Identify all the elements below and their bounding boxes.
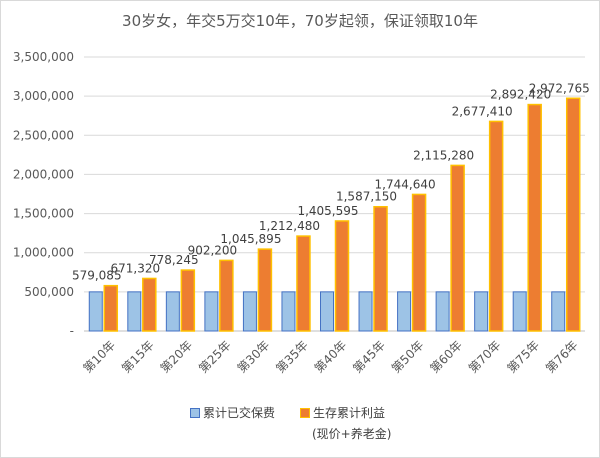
data-label-benefit: 1,587,150: [336, 190, 397, 204]
data-label-benefit: 2,972,765: [529, 81, 590, 95]
bar-paid: [127, 291, 142, 332]
bar-benefit: [373, 205, 388, 332]
bar-benefit: [103, 284, 119, 332]
y-tick-label: 1,000,000: [13, 246, 74, 260]
y-tick-label: 2,000,000: [13, 167, 74, 181]
bars: [88, 97, 581, 332]
bar-benefit: [334, 220, 350, 332]
x-tick-label: 第30年: [235, 338, 273, 376]
x-tick-label: 第70年: [466, 338, 504, 376]
legend-label-benefit: 生存累计利益: [313, 406, 386, 420]
bar-paid: [88, 291, 103, 332]
data-labels: 579,085671,320778,245902,2001,045,8951,2…: [72, 81, 590, 282]
data-label-benefit: 902,200: [188, 243, 238, 257]
y-tick-label: 500,000: [24, 285, 74, 299]
x-tick-label: 第60年: [427, 338, 465, 376]
data-label-benefit: 671,320: [110, 261, 160, 275]
legend-swatch-paid: [190, 408, 200, 418]
bar-benefit: [219, 259, 234, 332]
bar-paid: [435, 291, 450, 332]
data-label-benefit: 1,045,895: [220, 232, 281, 246]
y-tick-label: 3,500,000: [13, 50, 74, 64]
x-tick-label: 第35年: [273, 338, 311, 376]
x-tick-label: 第76年: [543, 338, 581, 376]
bar-paid: [551, 291, 566, 332]
bar-paid: [397, 291, 412, 332]
data-label-benefit: 2,892,420: [490, 88, 551, 102]
data-label-benefit: 1,212,480: [259, 219, 320, 233]
legend-note-benefit: (现价+养老金): [312, 427, 392, 441]
bar-benefit: [527, 103, 542, 332]
x-tick-label: 第50年: [389, 338, 427, 376]
bar-benefit: [180, 269, 196, 332]
y-tick-label: 3,000,000: [13, 89, 74, 103]
x-tick-label: 第25年: [196, 338, 234, 376]
bar-paid: [358, 291, 373, 332]
x-tick-label: 第75年: [504, 338, 542, 376]
bar-paid: [281, 291, 296, 332]
y-tick-label: 1,500,000: [13, 207, 74, 221]
bar-paid: [474, 291, 489, 332]
data-label-benefit: 1,744,640: [375, 177, 436, 191]
data-label-benefit: 2,115,280: [413, 148, 474, 162]
legend-swatch-benefit: [300, 408, 310, 418]
bar-paid: [165, 291, 180, 332]
y-axis-ticks: - 500,000 1,000,000 1,500,000 2,000,000 2,500…: [13, 50, 74, 338]
x-axis-ticks: 第10年 第15年 第20年 第25年 第30年 第35年 第40年 第45年 第50年 第60年…: [81, 338, 581, 376]
x-tick-label: 第40年: [312, 338, 350, 376]
bar-paid: [512, 291, 527, 332]
bar-paid: [320, 291, 334, 332]
chart-title: 30岁女，年交5万交10年，70岁起领，保证领取10年: [122, 12, 478, 30]
bar-benefit: [257, 248, 273, 332]
bar-paid: [204, 291, 219, 332]
legend-label-paid: 累计已交保费: [203, 406, 276, 420]
data-label-benefit: 778,245: [149, 253, 199, 267]
bar-benefit: [296, 235, 311, 332]
data-label-benefit: 1,405,595: [297, 204, 358, 218]
data-label-benefit: 2,677,410: [452, 104, 513, 118]
y-tick-label: -: [70, 324, 74, 338]
bar-benefit: [565, 97, 581, 332]
bar-benefit: [450, 164, 465, 332]
data-label-benefit: 579,085: [72, 269, 122, 283]
x-tick-label: 第15年: [119, 338, 157, 376]
y-tick-label: 2,500,000: [13, 128, 74, 142]
bar-paid: [242, 291, 257, 332]
x-tick-label: 第10年: [81, 338, 119, 376]
bar-benefit: [488, 120, 504, 332]
x-tick-label: 第45年: [350, 338, 388, 376]
bar-benefit: [411, 193, 427, 332]
x-tick-label: 第20年: [158, 338, 196, 376]
bar-benefit: [142, 277, 157, 332]
